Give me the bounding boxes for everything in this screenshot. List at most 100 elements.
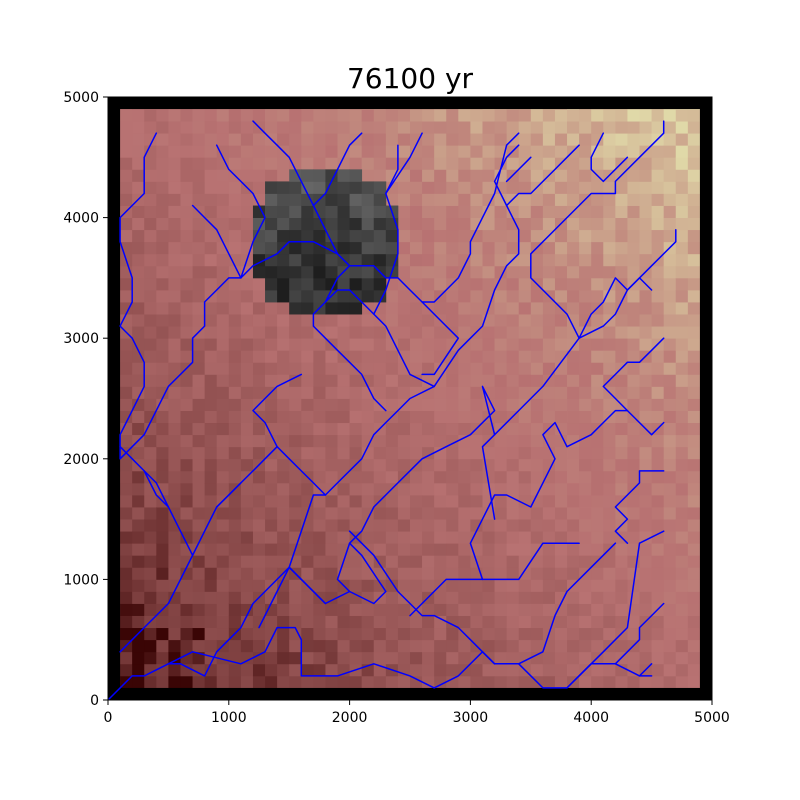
- terrain-cell: [530, 410, 544, 424]
- terrain-cell: [530, 338, 544, 351]
- terrain-cell: [687, 169, 701, 182]
- terrain-cell: [204, 470, 218, 484]
- terrain-cell: [506, 181, 520, 194]
- lake-cell: [361, 289, 375, 303]
- terrain-cell: [434, 458, 447, 472]
- terrain-cell: [458, 362, 471, 375]
- terrain-cell: [458, 639, 471, 653]
- terrain-cell: [192, 229, 206, 243]
- terrain-cell: [410, 651, 423, 665]
- terrain-cell: [446, 362, 459, 375]
- terrain-cell: [168, 133, 181, 146]
- terrain-cell: [240, 591, 254, 604]
- terrain-cell: [132, 543, 145, 556]
- boundary-edge: [108, 97, 712, 110]
- terrain-cell: [518, 386, 532, 399]
- terrain-cell: [252, 663, 266, 677]
- x-tick-label: 3000: [453, 710, 489, 726]
- terrain-cell: [228, 386, 242, 399]
- terrain-cell: [530, 422, 544, 436]
- terrain-cell: [204, 277, 218, 291]
- terrain-cell: [591, 157, 604, 170]
- terrain-cell: [301, 651, 314, 665]
- terrain-cell: [651, 217, 665, 231]
- terrain-cell: [603, 362, 616, 375]
- terrain-cell: [216, 543, 230, 556]
- terrain-cell: [289, 362, 302, 375]
- terrain-cell: [180, 458, 193, 472]
- terrain-cell: [494, 289, 508, 303]
- terrain-cell: [627, 326, 640, 339]
- terrain-cell: [434, 169, 447, 182]
- terrain-cell: [361, 482, 375, 496]
- terrain-cell: [470, 374, 483, 387]
- terrain-cell: [192, 494, 206, 508]
- terrain-cell: [168, 241, 181, 255]
- terrain-cell: [591, 205, 604, 218]
- terrain-cell: [252, 507, 266, 520]
- terrain-cell: [554, 531, 568, 544]
- terrain-cell: [506, 157, 520, 170]
- terrain-cell: [579, 470, 592, 484]
- terrain-cell: [639, 434, 652, 448]
- terrain-cell: [361, 362, 375, 375]
- terrain-cell: [313, 531, 326, 544]
- terrain-cell: [627, 133, 640, 146]
- terrain-cell: [482, 362, 495, 375]
- terrain-cell: [180, 338, 193, 351]
- terrain-cell: [687, 326, 701, 339]
- terrain-cell: [337, 410, 350, 424]
- terrain-cell: [325, 121, 338, 134]
- terrain-cell: [663, 398, 677, 411]
- terrain-cell: [301, 603, 314, 616]
- terrain-cell: [530, 603, 544, 616]
- terrain-cell: [265, 615, 278, 629]
- terrain-cell: [663, 675, 677, 689]
- terrain-cell: [687, 157, 701, 170]
- terrain-cell: [120, 314, 133, 327]
- terrain-cell: [603, 651, 616, 665]
- terrain-cell: [651, 277, 665, 291]
- terrain-cell: [265, 591, 278, 604]
- terrain-cell: [349, 519, 363, 532]
- terrain-cell: [675, 410, 689, 424]
- terrain-cell: [627, 567, 640, 580]
- terrain-cell: [301, 374, 314, 387]
- terrain-cell: [397, 410, 411, 424]
- terrain-cell: [277, 302, 290, 315]
- terrain-cell: [144, 145, 157, 158]
- terrain-cell: [156, 350, 169, 363]
- terrain-cell: [554, 289, 568, 303]
- lake-cell: [301, 241, 314, 255]
- terrain-cell: [337, 338, 350, 351]
- terrain-cell: [361, 591, 375, 604]
- terrain-cell: [325, 326, 338, 339]
- terrain-cell: [397, 205, 411, 218]
- terrain-cell: [192, 591, 206, 604]
- terrain-cell: [663, 615, 677, 629]
- terrain-cell: [144, 217, 157, 231]
- terrain-cell: [204, 458, 218, 472]
- terrain-cell: [591, 434, 604, 448]
- terrain-cell: [542, 519, 556, 532]
- terrain-cell: [240, 169, 254, 182]
- terrain-cell: [120, 386, 133, 399]
- terrain-cell: [675, 109, 689, 122]
- terrain-cell: [289, 410, 302, 424]
- terrain-cell: [615, 579, 628, 592]
- terrain-cell: [385, 145, 399, 158]
- terrain-cell: [494, 470, 508, 484]
- terrain-cell: [542, 253, 556, 267]
- terrain-cell: [627, 193, 640, 206]
- terrain-cell: [579, 145, 592, 158]
- terrain-cell: [542, 434, 556, 448]
- terrain-cell: [482, 121, 495, 134]
- terrain-cell: [518, 591, 532, 604]
- terrain-cell: [422, 289, 435, 303]
- terrain-cell: [144, 422, 157, 436]
- terrain-cell: [470, 314, 483, 327]
- terrain-cell: [494, 386, 508, 399]
- terrain-cell: [373, 121, 387, 134]
- terrain-cell: [663, 133, 677, 146]
- terrain-cell: [192, 410, 206, 424]
